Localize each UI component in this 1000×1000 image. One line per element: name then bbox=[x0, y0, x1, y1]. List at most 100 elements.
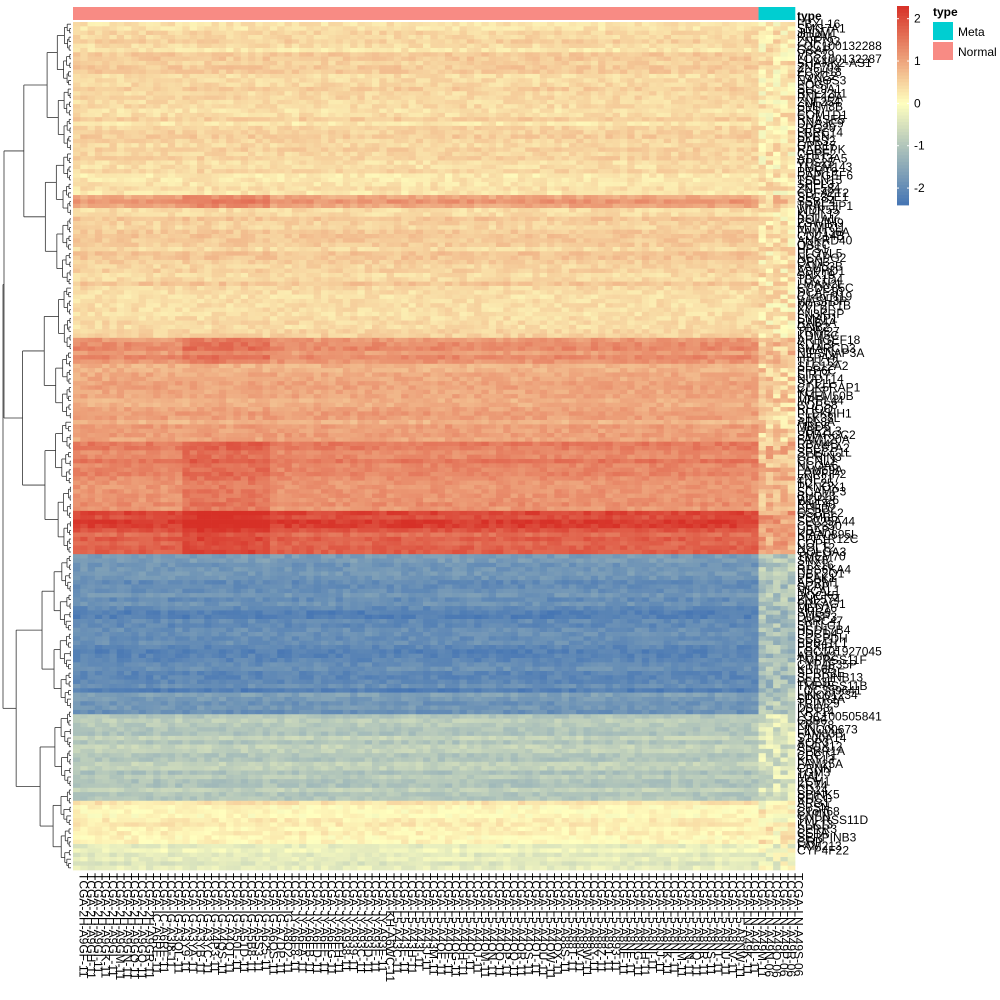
heatmap-cell bbox=[765, 91, 774, 96]
heatmap-cell bbox=[350, 91, 358, 96]
heatmap-cell bbox=[459, 60, 468, 66]
heatmap-cell bbox=[408, 199, 417, 205]
heatmap-cell bbox=[656, 164, 665, 170]
heatmap-cell bbox=[87, 34, 96, 40]
heatmap-cell bbox=[649, 164, 657, 170]
heatmap-cell bbox=[269, 108, 278, 114]
heatmap-cell bbox=[787, 73, 796, 79]
heatmap-cell bbox=[474, 112, 482, 118]
heatmap-cell bbox=[539, 186, 548, 192]
heatmap-cell bbox=[510, 156, 519, 161]
heatmap-cell bbox=[87, 138, 96, 144]
heatmap-cell bbox=[255, 143, 263, 148]
heatmap-cell bbox=[415, 47, 424, 53]
heatmap-cell bbox=[437, 160, 446, 166]
heatmap-cell bbox=[437, 195, 446, 200]
heatmap-cell bbox=[401, 208, 409, 213]
heatmap-cell bbox=[306, 164, 315, 170]
heatmap-cell bbox=[175, 199, 183, 205]
heatmap-cell bbox=[145, 99, 154, 105]
heatmap-cell bbox=[671, 147, 679, 153]
heatmap-cell bbox=[167, 26, 176, 32]
heatmap-cell bbox=[780, 177, 789, 183]
heatmap-cell bbox=[262, 43, 271, 49]
heatmap-cell bbox=[743, 52, 752, 57]
heatmap-cell bbox=[452, 199, 460, 205]
heatmap-cell bbox=[612, 104, 621, 109]
heatmap-cell bbox=[87, 156, 96, 161]
heatmap-cell bbox=[459, 30, 468, 36]
heatmap-cell bbox=[189, 173, 198, 179]
heatmap-cell bbox=[663, 130, 672, 135]
heatmap-cell bbox=[350, 108, 358, 114]
heatmap-cell bbox=[736, 65, 745, 70]
heatmap-cell bbox=[700, 117, 708, 122]
heatmap-cell bbox=[561, 143, 570, 148]
heatmap-cell bbox=[80, 91, 88, 96]
heatmap-cell bbox=[277, 95, 285, 101]
heatmap-cell bbox=[765, 104, 774, 109]
heatmap-cell bbox=[423, 203, 431, 209]
heatmap-cell bbox=[342, 121, 351, 127]
heatmap-cell bbox=[109, 108, 118, 114]
heatmap-cell bbox=[554, 99, 562, 105]
heatmap-cell bbox=[517, 99, 526, 105]
heatmap-cell bbox=[751, 104, 759, 109]
heatmap-cell bbox=[539, 134, 548, 140]
heatmap-cell bbox=[182, 39, 191, 44]
heatmap-cell bbox=[627, 173, 635, 179]
heatmap-cell bbox=[627, 121, 635, 127]
heatmap-cell bbox=[532, 190, 541, 196]
heatmap-cell bbox=[204, 130, 212, 135]
heatmap-cell bbox=[102, 134, 110, 140]
heatmap-cell bbox=[167, 182, 176, 187]
heatmap-cell bbox=[692, 164, 701, 170]
heatmap-cell bbox=[379, 69, 387, 75]
heatmap-cell bbox=[452, 47, 460, 53]
heatmap-cell bbox=[372, 199, 380, 205]
heatmap-cell bbox=[80, 22, 88, 27]
heatmap-cell bbox=[714, 78, 723, 83]
heatmap-cell bbox=[116, 160, 125, 166]
heatmap-cell bbox=[262, 69, 271, 75]
heatmap-cell bbox=[284, 30, 293, 36]
heatmap-cell bbox=[444, 69, 453, 75]
heatmap-cell bbox=[73, 186, 81, 192]
heatmap-cell bbox=[590, 125, 599, 131]
heatmap-cell bbox=[627, 82, 635, 88]
heatmap-cell bbox=[714, 108, 723, 114]
heatmap-cell bbox=[299, 199, 307, 205]
heatmap-cell bbox=[160, 177, 169, 183]
heatmap-cell bbox=[335, 121, 344, 127]
heatmap-cell bbox=[160, 130, 169, 135]
heatmap-cell bbox=[342, 104, 351, 109]
heatmap-cell bbox=[765, 60, 774, 66]
heatmap-cell bbox=[758, 169, 767, 174]
heatmap-cell bbox=[495, 65, 504, 70]
heatmap-cell bbox=[787, 164, 796, 170]
heatmap-cell bbox=[350, 39, 358, 44]
heatmap-cell bbox=[444, 121, 453, 127]
heatmap-cell bbox=[415, 26, 424, 32]
heatmap-cell bbox=[262, 182, 271, 187]
heatmap-cell bbox=[583, 56, 592, 62]
heatmap-cell bbox=[773, 78, 781, 83]
heatmap-cell bbox=[109, 121, 118, 127]
heatmap-cell bbox=[765, 147, 774, 153]
heatmap-cell bbox=[576, 56, 584, 62]
heatmap-cell bbox=[517, 112, 526, 118]
heatmap-cell bbox=[116, 212, 125, 218]
heatmap-cell bbox=[714, 86, 723, 92]
heatmap-cell bbox=[372, 56, 380, 62]
heatmap-cell bbox=[663, 60, 672, 66]
heatmap-cell bbox=[350, 190, 358, 196]
heatmap-cell bbox=[204, 212, 212, 218]
heatmap-cell bbox=[627, 147, 635, 153]
heatmap-cell bbox=[663, 30, 672, 36]
heatmap-cell bbox=[641, 208, 650, 213]
heatmap-cell bbox=[160, 34, 169, 40]
heatmap-cell bbox=[495, 56, 504, 62]
heatmap-cell bbox=[160, 39, 169, 44]
heatmap-cell bbox=[415, 151, 424, 157]
heatmap-cell bbox=[401, 143, 409, 148]
